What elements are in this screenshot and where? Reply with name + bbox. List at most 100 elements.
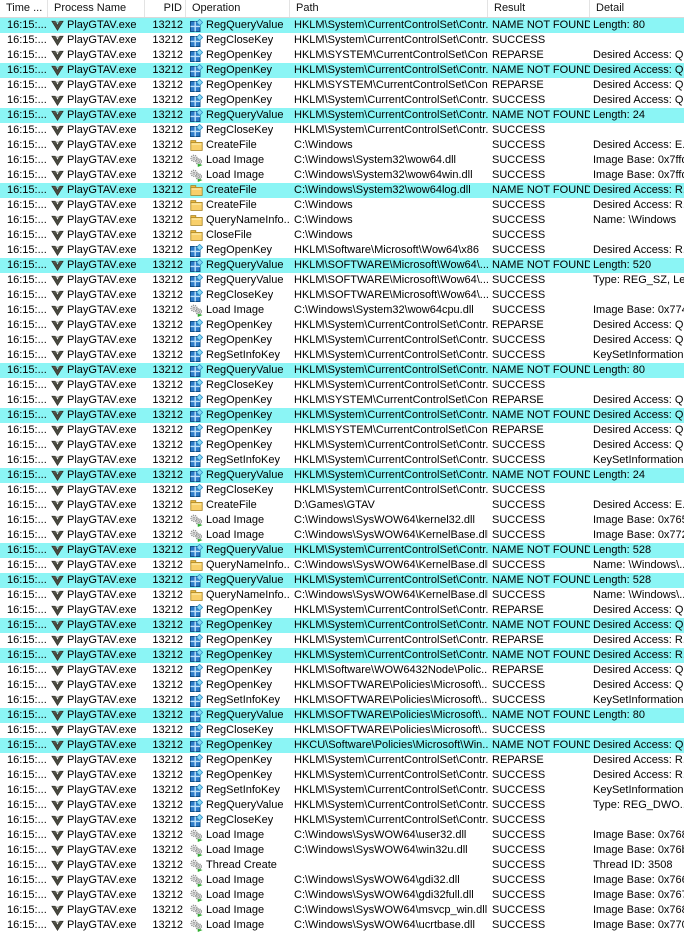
event-row[interactable]: 16:15:... PlayGTAV.exe 13212 RegQueryValue H… (0, 18, 684, 33)
path-cell: HKLM\System\CurrentControlSet\Contr... (294, 94, 488, 106)
event-row[interactable]: 16:15:... PlayGTAV.exe 13212 RegOpenKey HKLM… (0, 663, 684, 678)
result-cell: REPARSE (492, 49, 544, 61)
event-row[interactable]: 16:15:... PlayGTAV.exe 13212 RegQueryValue H… (0, 573, 684, 588)
event-row[interactable]: 16:15:... PlayGTAV.exe 13212 RegQueryValue H… (0, 543, 684, 558)
event-row[interactable]: 16:15:... PlayGTAV.exe 13212 QueryNameInfo.… (0, 588, 684, 603)
event-row[interactable]: 16:15:... PlayGTAV.exe 13212 Load Image C:\W… (0, 513, 684, 528)
event-row[interactable]: 16:15:... PlayGTAV.exe 13212 RegCloseKey HKL… (0, 813, 684, 828)
pid-cell: 13212 (152, 514, 183, 526)
path-cell: HKLM\System\CurrentControlSet\Contr... (294, 109, 488, 121)
event-row[interactable]: 16:15:... PlayGTAV.exe 13212 Load Image C:\W… (0, 843, 684, 858)
event-row[interactable]: 16:15:... PlayGTAV.exe 13212 RegOpenKey HKLM… (0, 423, 684, 438)
event-row[interactable]: 16:15:... PlayGTAV.exe 13212 Load Image C:\W… (0, 828, 684, 843)
column-header-pid[interactable]: PID (145, 0, 186, 17)
event-row[interactable]: 16:15:... PlayGTAV.exe 13212 RegOpenKey HKLM… (0, 78, 684, 93)
result-cell: NAME NOT FOUND (492, 469, 590, 481)
event-row[interactable]: 16:15:... PlayGTAV.exe 13212 RegOpenKey HKLM… (0, 678, 684, 693)
operation-name: QueryNameInfo... (206, 589, 290, 601)
event-row[interactable]: 16:15:... PlayGTAV.exe 13212 Load Image C:\W… (0, 873, 684, 888)
pid-cell: 13212 (152, 784, 183, 796)
event-row[interactable]: 16:15:... PlayGTAV.exe 13212 Load Image C:\W… (0, 303, 684, 318)
event-row[interactable]: 16:15:... PlayGTAV.exe 13212 RegCloseKey HKL… (0, 723, 684, 738)
column-header-detail[interactable]: Detail (596, 2, 625, 14)
event-row[interactable]: 16:15:... PlayGTAV.exe 13212 RegOpenKey HKLM… (0, 618, 684, 633)
registry-icon (190, 439, 203, 452)
event-row[interactable]: 16:15:... PlayGTAV.exe 13212 QueryNameInfo.… (0, 213, 684, 228)
detail-cell: KeySetInformation... (593, 694, 684, 706)
event-row[interactable]: 16:15:... PlayGTAV.exe 13212 Thread Create S… (0, 858, 684, 873)
time-cell: 16:15:... (7, 19, 47, 31)
column-header-process[interactable]: Process Name (48, 0, 145, 17)
event-row[interactable]: 16:15:... PlayGTAV.exe 13212 RegOpenKey HKLM… (0, 318, 684, 333)
registry-icon (190, 49, 203, 62)
event-row[interactable]: 16:15:... PlayGTAV.exe 13212 Load Image C:\W… (0, 168, 684, 183)
playgtav-process-icon (51, 304, 64, 317)
detail-cell: Desired Access: R... (593, 634, 684, 646)
event-row[interactable]: 16:15:... PlayGTAV.exe 13212 CloseFile C:\Wi… (0, 228, 684, 243)
event-row[interactable]: 16:15:... PlayGTAV.exe 13212 RegQueryValue H… (0, 363, 684, 378)
event-row[interactable]: 16:15:... PlayGTAV.exe 13212 Load Image C:\W… (0, 153, 684, 168)
process-cell: PlayGTAV.exe (48, 18, 145, 33)
event-row[interactable]: 16:15:... PlayGTAV.exe 13212 RegOpenKey HKLM… (0, 438, 684, 453)
event-row[interactable]: 16:15:... PlayGTAV.exe 13212 RegOpenKey HKLM… (0, 633, 684, 648)
operation-cell: RegOpenKey (186, 93, 290, 108)
event-row[interactable]: 16:15:... PlayGTAV.exe 13212 RegQueryValue H… (0, 708, 684, 723)
event-row[interactable]: 16:15:... PlayGTAV.exe 13212 Load Image C:\W… (0, 903, 684, 918)
folder-icon (190, 184, 203, 197)
result-cell: SUCCESS (492, 34, 546, 46)
detail-cell: Type: REG_DWO... (593, 799, 684, 811)
event-row[interactable]: 16:15:... PlayGTAV.exe 13212 RegOpenKey HKLM… (0, 768, 684, 783)
event-row[interactable]: 16:15:... PlayGTAV.exe 13212 RegCloseKey HKL… (0, 123, 684, 138)
pid-cell: 13212 (152, 289, 183, 301)
column-header-row: Time ... Process Name PID Operation Path… (0, 0, 684, 18)
event-row[interactable]: 16:15:... PlayGTAV.exe 13212 RegOpenKey HKLM… (0, 63, 684, 78)
event-row[interactable]: 16:15:... PlayGTAV.exe 13212 Load Image C:\W… (0, 888, 684, 903)
event-row[interactable]: 16:15:... PlayGTAV.exe 13212 RegOpenKey HKLM… (0, 648, 684, 663)
event-row[interactable]: 16:15:... PlayGTAV.exe 13212 RegQueryValue H… (0, 798, 684, 813)
column-header-time[interactable]: Time ... (0, 0, 48, 17)
event-row[interactable]: 16:15:... PlayGTAV.exe 13212 RegOpenKey HKLM… (0, 48, 684, 63)
operation-name: RegOpenKey (206, 679, 273, 691)
event-row[interactable]: 16:15:... PlayGTAV.exe 13212 RegOpenKey HKLM… (0, 408, 684, 423)
event-row[interactable]: 16:15:... PlayGTAV.exe 13212 RegCloseKey HKL… (0, 288, 684, 303)
event-row[interactable]: 16:15:... PlayGTAV.exe 13212 RegOpenKey HKCU… (0, 738, 684, 753)
event-row[interactable]: 16:15:... PlayGTAV.exe 13212 RegOpenKey HKLM… (0, 243, 684, 258)
event-row[interactable]: 16:15:... PlayGTAV.exe 13212 RegQueryValue H… (0, 258, 684, 273)
event-row[interactable]: 16:15:... PlayGTAV.exe 13212 RegCloseKey HKL… (0, 33, 684, 48)
process-cell: PlayGTAV.exe (48, 363, 145, 378)
result-cell: NAME NOT FOUND (492, 739, 590, 751)
event-row[interactable]: 16:15:... PlayGTAV.exe 13212 RegOpenKey HKLM… (0, 333, 684, 348)
event-row[interactable]: 16:15:... PlayGTAV.exe 13212 RegOpenKey HKLM… (0, 393, 684, 408)
playgtav-process-icon (51, 484, 64, 497)
event-row[interactable]: 16:15:... PlayGTAV.exe 13212 RegCloseKey HKL… (0, 483, 684, 498)
event-row[interactable]: 16:15:... PlayGTAV.exe 13212 RegCloseKey HKL… (0, 378, 684, 393)
event-row[interactable]: 16:15:... PlayGTAV.exe 13212 Load Image C:\W… (0, 918, 684, 933)
event-row[interactable]: 16:15:... PlayGTAV.exe 13212 RegSetInfoKey H… (0, 453, 684, 468)
event-row[interactable]: 16:15:... PlayGTAV.exe 13212 RegSetInfoKey H… (0, 783, 684, 798)
event-row[interactable]: 16:15:... PlayGTAV.exe 13212 CreateFile D:\G… (0, 498, 684, 513)
process-cell: PlayGTAV.exe (48, 663, 145, 678)
event-row[interactable]: 16:15:... PlayGTAV.exe 13212 RegSetInfoKey H… (0, 348, 684, 363)
detail-cell: KeySetInformation... (593, 454, 684, 466)
event-row[interactable]: 16:15:... PlayGTAV.exe 13212 QueryNameInfo.… (0, 558, 684, 573)
operation-name: RegCloseKey (206, 289, 274, 301)
column-header-result[interactable]: Result (488, 0, 590, 17)
event-row[interactable]: 16:15:... PlayGTAV.exe 13212 RegOpenKey HKLM… (0, 753, 684, 768)
result-cell: SUCCESS (492, 139, 546, 151)
event-row[interactable]: 16:15:... PlayGTAV.exe 13212 RegSetInfoKey H… (0, 693, 684, 708)
event-row[interactable]: 16:15:... PlayGTAV.exe 13212 Load Image C:\W… (0, 528, 684, 543)
event-row[interactable]: 16:15:... PlayGTAV.exe 13212 RegQueryValue H… (0, 273, 684, 288)
process-cell: PlayGTAV.exe (48, 843, 145, 858)
event-row[interactable]: 16:15:... PlayGTAV.exe 13212 RegQueryValue H… (0, 108, 684, 123)
detail-cell: Image Base: 0x772... (593, 529, 684, 541)
pid-cell: 13212 (152, 694, 183, 706)
column-header-operation[interactable]: Operation (186, 0, 290, 17)
event-row[interactable]: 16:15:... PlayGTAV.exe 13212 RegQueryValue H… (0, 468, 684, 483)
event-row[interactable]: 16:15:... PlayGTAV.exe 13212 CreateFile C:\W… (0, 198, 684, 213)
event-row[interactable]: 16:15:... PlayGTAV.exe 13212 RegOpenKey HKLM… (0, 93, 684, 108)
event-row[interactable]: 16:15:... PlayGTAV.exe 13212 RegOpenKey HKLM… (0, 603, 684, 618)
event-row[interactable]: 16:15:... PlayGTAV.exe 13212 CreateFile C:\W… (0, 138, 684, 153)
event-row[interactable]: 16:15:... PlayGTAV.exe 13212 CreateFile C:\W… (0, 183, 684, 198)
operation-name: RegOpenKey (206, 649, 273, 661)
column-header-path[interactable]: Path (290, 0, 488, 17)
